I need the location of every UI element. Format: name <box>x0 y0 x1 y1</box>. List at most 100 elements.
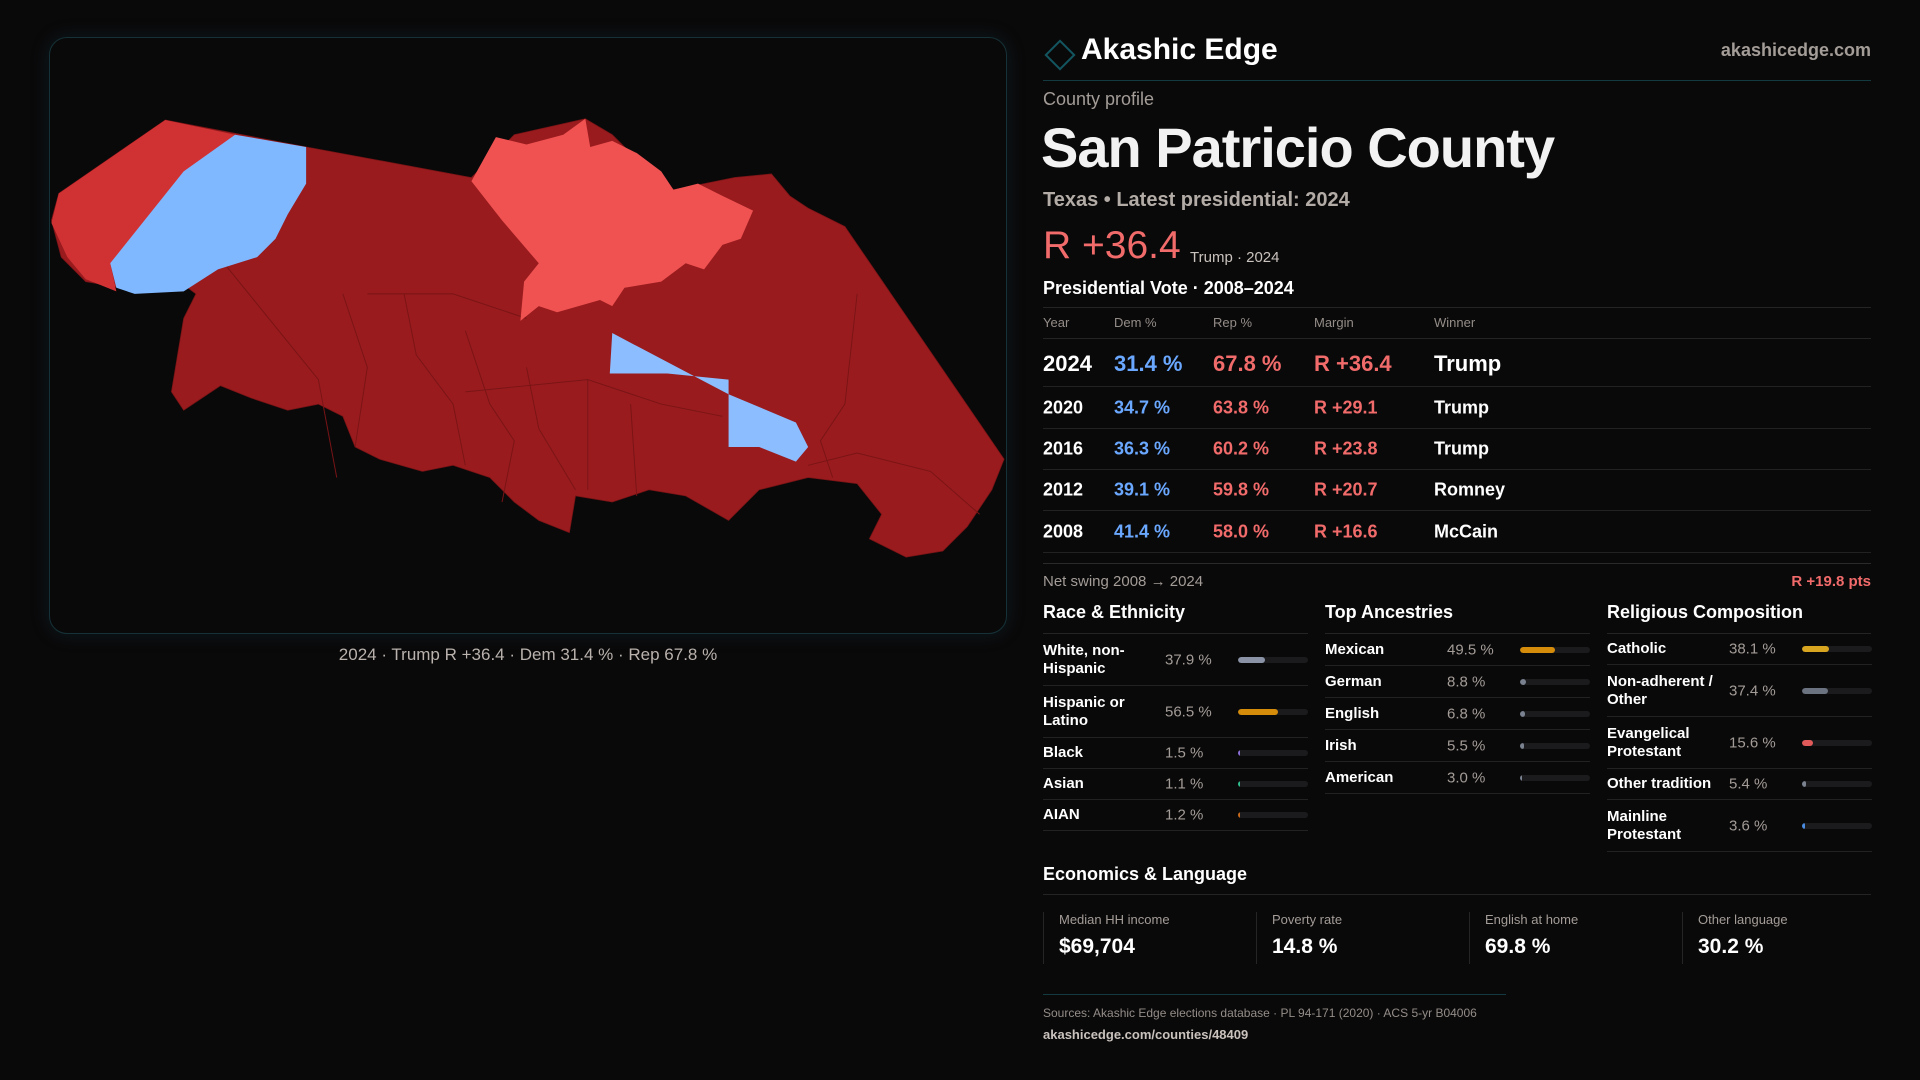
ancestry-section: Top Ancestries <box>1325 602 1590 623</box>
vote-margin: R +29.1 <box>1314 397 1378 418</box>
religion-label: Non-adherent / Other <box>1607 672 1713 708</box>
religion-pct: 37.4 % <box>1729 682 1776 699</box>
ancestry-bar-fill <box>1520 710 1525 717</box>
vote-winner: Trump <box>1434 438 1490 459</box>
ancestry-bar <box>1520 774 1590 781</box>
swing-label: Net swing 2008 → 2024 <box>1043 573 1204 590</box>
religion-label: Mainline Protestant <box>1607 807 1682 843</box>
divider <box>1043 633 1308 634</box>
race-bar-fill <box>1238 656 1265 663</box>
econ-value: $69,704 <box>1059 935 1135 958</box>
religion-section: Religious Composition <box>1607 602 1872 623</box>
ancestry-bar <box>1520 678 1590 685</box>
vote-rep: 67.8 % <box>1213 350 1282 376</box>
divider <box>1043 994 1506 995</box>
divider <box>1043 563 1871 564</box>
econ-value: 30.2 % <box>1698 935 1764 958</box>
ancestry-label: German <box>1325 672 1382 690</box>
headline-margin-sub: Trump · 2024 <box>1190 249 1280 266</box>
ancestry-pct: 5.5 % <box>1447 737 1486 754</box>
vote-rep: 59.8 % <box>1213 479 1270 500</box>
vote-rep: 58.0 % <box>1213 521 1270 542</box>
religion-row: Evangelical Protestant 15.6 % <box>1607 717 1872 769</box>
vote-winner: Trump <box>1434 350 1502 376</box>
religion-bar <box>1802 822 1872 829</box>
eyebrow: County profile <box>1043 89 1155 109</box>
vote-dem: 34.7 % <box>1114 397 1171 418</box>
race-pct: 56.5 % <box>1165 703 1212 720</box>
religion-bar-fill <box>1802 822 1805 829</box>
vote-winner: Romney <box>1434 479 1506 500</box>
econ-title: Economics & Language <box>1043 864 1248 884</box>
religion-bar <box>1802 687 1872 694</box>
col-header-margin: Margin <box>1314 315 1354 330</box>
ancestry-row: Irish 5.5 % <box>1325 730 1590 762</box>
precinct-region-dem[interactable] <box>110 134 307 294</box>
religion-label: Evangelical Protestant <box>1607 724 1690 760</box>
divider <box>1043 338 1871 339</box>
vote-row: 2024 31.4 % 67.8 % R +36.4 Trump <box>1043 341 1871 387</box>
col-header-dem: Dem % <box>1114 315 1157 330</box>
econ-label: Poverty rate <box>1272 912 1343 927</box>
vote-winner: McCain <box>1434 521 1499 542</box>
econ-card: Poverty rate 14.8 % <box>1256 912 1456 964</box>
divider <box>1043 894 1871 895</box>
econ-card: Other language 30.2 % <box>1682 912 1882 964</box>
precinct-region-lean-rep[interactable] <box>51 120 236 292</box>
econ-card: Median HH income $69,704 <box>1043 912 1243 964</box>
vote-row: 2008 41.4 % 58.0 % R +16.6 McCain <box>1043 512 1871 553</box>
race-pct: 1.5 % <box>1165 744 1204 762</box>
religion-bar-fill <box>1802 781 1806 787</box>
vote-year: 2016 <box>1043 438 1084 459</box>
religion-row: Mainline Protestant 3.6 % <box>1607 800 1872 852</box>
votes-title: Presidential Vote · 2008–2024 <box>1043 278 1294 298</box>
ancestry-row: American 3.0 % <box>1325 762 1590 794</box>
ancestry-pct: 6.8 % <box>1447 705 1486 722</box>
county-link[interactable]: akashicedge.com/counties/48409 <box>1043 1027 1249 1042</box>
ancestry-label: Mexican <box>1325 640 1385 658</box>
vote-dem: 41.4 % <box>1114 521 1171 542</box>
vote-row: 2016 36.3 % 60.2 % R +23.8 Trump <box>1043 429 1871 470</box>
vote-rep: 60.2 % <box>1213 438 1270 459</box>
site-link[interactable]: akashicedge.com <box>1720 40 1871 60</box>
race-bar-fill <box>1238 750 1240 756</box>
vote-margin: R +23.8 <box>1314 438 1378 459</box>
ancestry-row: English 6.8 % <box>1325 698 1590 730</box>
vote-winner: Trump <box>1434 397 1490 418</box>
race-row: Black 1.5 % <box>1043 738 1308 769</box>
race-label: Asian <box>1043 775 1084 792</box>
religion-row: Other tradition 5.4 % <box>1607 769 1872 800</box>
map-caption: 2024 · Trump R +36.4 · Dem 31.4 % · Rep … <box>338 645 718 664</box>
religion-pct: 5.4 % <box>1729 775 1768 793</box>
ancestry-bar-fill <box>1520 646 1555 653</box>
race-bar <box>1238 781 1308 787</box>
col-header-winner: Winner <box>1434 315 1476 330</box>
religion-row: Catholic 38.1 % <box>1607 634 1872 665</box>
vote-year: 2008 <box>1043 521 1084 542</box>
race-bar-fill <box>1238 781 1240 787</box>
col-header-year: Year <box>1043 315 1070 330</box>
ancestry-pct: 3.0 % <box>1447 769 1486 786</box>
religion-title: Religious Composition <box>1607 602 1803 622</box>
ancestry-title: Top Ancestries <box>1325 602 1454 622</box>
vote-rep: 63.8 % <box>1213 397 1270 418</box>
precinct-region-mid-rep[interactable] <box>471 118 754 321</box>
race-title: Race & Ethnicity <box>1043 602 1186 622</box>
divider <box>1607 633 1871 634</box>
ancestry-label: American <box>1325 768 1394 786</box>
vote-dem: 39.1 % <box>1114 479 1171 500</box>
sources: Sources: Akashic Edge elections database… <box>1043 1006 1477 1020</box>
race-pct: 1.2 % <box>1165 806 1204 824</box>
precinct-region-dem[interactable] <box>609 333 809 462</box>
vote-dem: 31.4 % <box>1114 350 1183 376</box>
race-row: AIAN 1.2 % <box>1043 800 1308 831</box>
vote-row: 2012 39.1 % 59.8 % R +20.7 Romney <box>1043 470 1871 511</box>
page-title: San Patricio County <box>1041 116 1555 179</box>
ancestry-bar-fill <box>1520 742 1524 749</box>
ancestry-label: Irish <box>1325 736 1357 754</box>
race-row: Asian 1.1 % <box>1043 769 1308 800</box>
religion-pct: 3.6 % <box>1729 817 1768 834</box>
econ-value: 69.8 % <box>1485 935 1551 958</box>
race-bar <box>1238 656 1308 663</box>
